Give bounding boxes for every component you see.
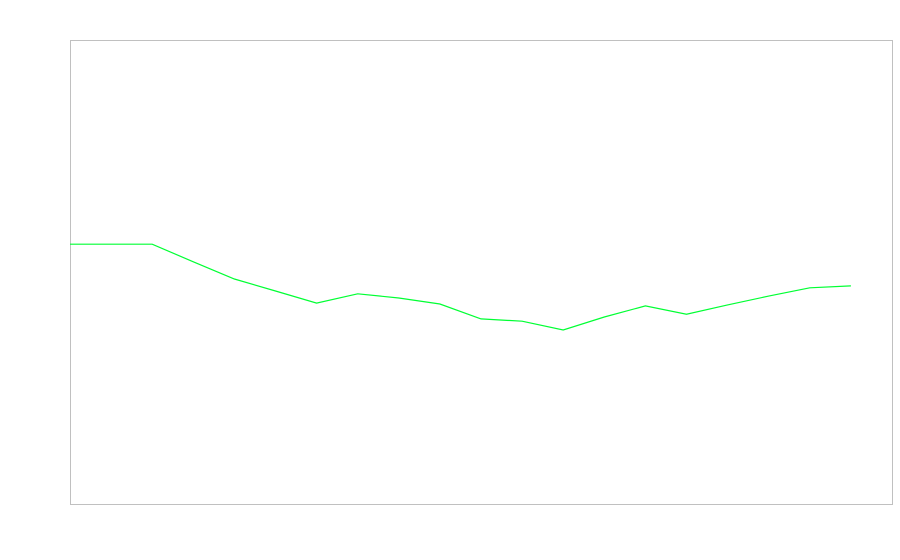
series-layer [70, 243, 851, 331]
series-line-0 [70, 243, 851, 331]
plot-frame [70, 40, 893, 505]
